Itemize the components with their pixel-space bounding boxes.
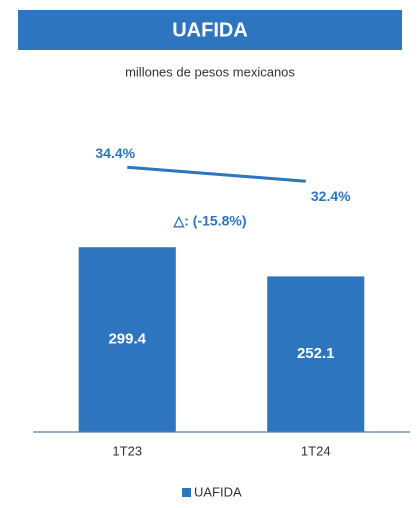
legend-swatch xyxy=(182,488,191,497)
bar xyxy=(267,276,365,432)
x-tick-label: 1T24 xyxy=(301,443,331,458)
bar-value-label: 252.1 xyxy=(297,345,335,362)
chart-subtitle: millones de pesos mexicanos xyxy=(125,64,295,79)
x-tick-label: 1T23 xyxy=(112,443,142,458)
bar-value-label: 299.4 xyxy=(108,331,146,348)
legend-label: UAFIDA xyxy=(194,484,242,499)
annotation: △: (-15.8%) xyxy=(172,213,246,229)
line xyxy=(127,165,306,183)
line-value-label: 34.4% xyxy=(95,145,135,161)
title-banner xyxy=(18,10,402,50)
line-value-label: 32.4% xyxy=(311,188,351,204)
bar xyxy=(78,247,176,432)
chart-title: UAFIDA xyxy=(172,19,248,41)
